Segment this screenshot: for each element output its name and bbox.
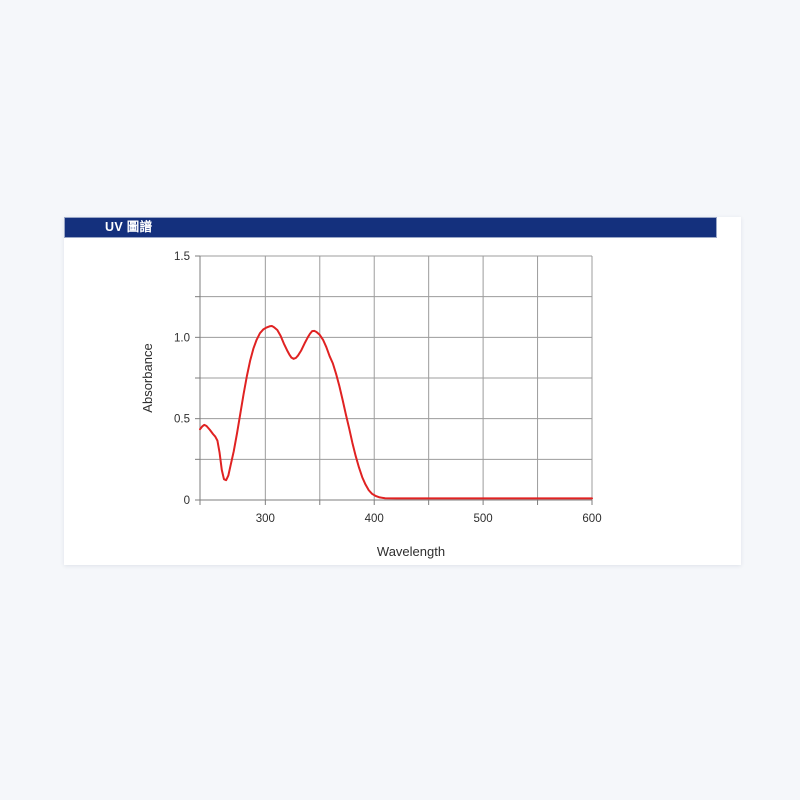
y-tick-label: 1.5 xyxy=(174,251,190,263)
x-tick-label: 400 xyxy=(365,513,384,525)
x-tick-label: 300 xyxy=(256,513,275,525)
chart-area: 300 400 500 600 0 0.5 1.0 1.5 Absorbance Waveleng… xyxy=(64,238,741,565)
x-tick-label: 600 xyxy=(582,513,601,525)
spectrum-line xyxy=(199,324,593,500)
y-axis-title: Absorbance xyxy=(140,343,155,412)
panel-title: UV 圖譜 xyxy=(105,220,153,234)
x-tick-label: 500 xyxy=(474,513,493,525)
y-tick-label: 0 xyxy=(184,495,190,507)
chart-canvas: 300 400 500 600 0 0.5 1.0 1.5 Absorbance Waveleng… xyxy=(140,251,602,559)
y-tick-label: 0.5 xyxy=(174,414,190,426)
x-axis-title: Wavelength xyxy=(377,544,445,559)
panel-header: UV 圖譜 xyxy=(64,217,717,238)
y-tick-label: 1.0 xyxy=(174,332,190,344)
uv-spectrum-panel: UV 圖譜 300 400 500 600 0 0.5 1.0 1.5 Absorbance Wa… xyxy=(64,217,741,565)
